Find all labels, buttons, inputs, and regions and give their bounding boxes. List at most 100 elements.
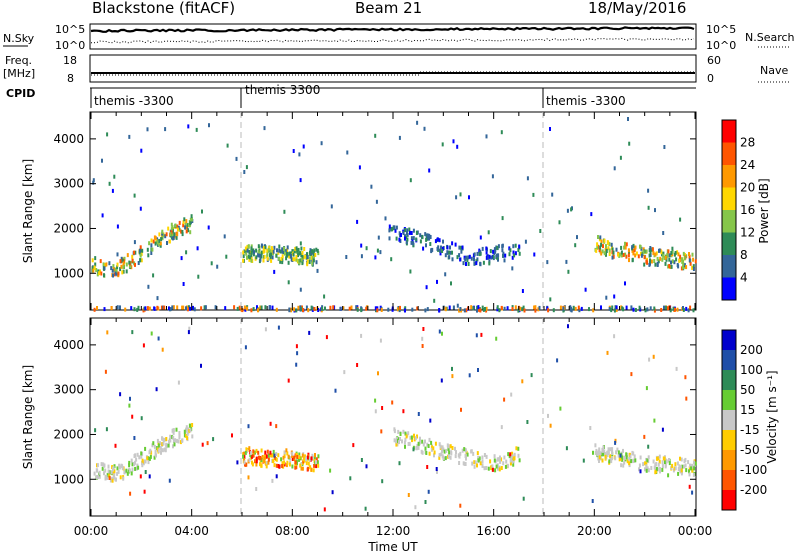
range-gate-cell	[168, 478, 171, 483]
range-gate-cell	[609, 447, 612, 452]
range-gate-cell	[360, 243, 363, 248]
range-gate-cell	[424, 232, 427, 237]
range-gate-cell	[421, 344, 424, 348]
range-gate-cell	[365, 306, 368, 311]
range-gate-cell	[103, 307, 106, 312]
range-gate-cell	[485, 246, 488, 251]
range-gate-cell	[263, 454, 266, 459]
range-gate-cell	[465, 255, 468, 260]
range-gate-cell	[374, 133, 377, 138]
range-gate-cell	[667, 473, 670, 478]
range-gate-cell	[463, 461, 466, 466]
range-gate-cell	[174, 438, 177, 443]
range-gate-cell	[481, 459, 484, 464]
range-gate-cell	[393, 427, 396, 432]
colorbar-tick-label: 16	[740, 203, 755, 217]
range-gate-cell	[332, 305, 335, 310]
range-gate-cell	[692, 267, 695, 271]
range-gate-cell	[144, 446, 147, 451]
range-gate-cell	[616, 447, 619, 452]
range-gate-cell	[676, 307, 679, 312]
range-gate-cell	[295, 362, 298, 367]
range-gate-cell	[598, 449, 601, 454]
nsky-tick-top: 10^5	[55, 23, 85, 36]
range-gate-cell	[273, 269, 276, 274]
range-gate-cell	[255, 459, 258, 464]
range-gate-cell	[293, 307, 296, 312]
range-gate-cell	[606, 453, 609, 457]
colorbar-tick-label: -100	[740, 463, 767, 477]
range-gate-cell	[414, 505, 417, 510]
x-tick-label: 04:00	[174, 524, 209, 538]
range-gate-cell	[137, 305, 140, 310]
range-gate-cell	[185, 425, 188, 430]
colorbar-tick-label: 50	[740, 383, 755, 397]
range-gate-cell	[683, 256, 686, 261]
cpid-segment-3: themis -3300	[546, 94, 626, 108]
range-gate-cell	[679, 465, 682, 470]
range-gate-cell	[688, 258, 691, 263]
range-gate-cell	[492, 249, 495, 254]
range-gate-cell	[105, 427, 108, 432]
freq-tick-bottom: 8	[67, 72, 74, 85]
range-gate-cell	[304, 254, 307, 259]
range-gate-cell	[473, 464, 476, 469]
range-gate-cell	[628, 141, 631, 146]
range-gate-cell	[310, 456, 313, 461]
range-gate-cell	[424, 500, 427, 504]
range-gate-cell	[677, 252, 680, 257]
range-gate-cell	[272, 449, 275, 454]
range-gate-cell	[618, 457, 621, 462]
range-gate-cell	[432, 446, 435, 451]
range-gate-cell	[458, 245, 461, 250]
range-gate-cell	[98, 271, 101, 276]
range-gate-cell	[316, 460, 319, 465]
range-gate-cell	[176, 224, 179, 229]
range-gate-cell	[128, 468, 131, 473]
range-gate-cell	[105, 475, 108, 480]
range-gate-cell	[189, 230, 192, 235]
range-gate-cell	[172, 439, 175, 444]
range-gate-cell	[620, 250, 623, 255]
range-gate-cell	[658, 459, 661, 464]
range-gate-cell	[650, 466, 653, 470]
range-gate-cell	[615, 307, 618, 312]
range-gate-cell	[498, 457, 501, 462]
time-axis-label: Time UT	[367, 540, 418, 554]
range-gate-cell	[133, 462, 136, 466]
range-gate-cell	[652, 251, 655, 256]
range-gate-cell	[485, 250, 488, 255]
range-gate-cell	[376, 248, 379, 253]
range-gate-cell	[245, 165, 248, 170]
range-gate-cell	[252, 252, 255, 257]
range-gate-cell	[502, 251, 505, 256]
range-gate-cell	[458, 461, 461, 465]
range-gate-cell	[257, 450, 260, 455]
range-gate-cell	[323, 507, 326, 512]
range-gate-cell	[360, 254, 363, 259]
range-gate-cell	[468, 373, 471, 378]
range-gate-cell	[625, 455, 628, 460]
range-gate-cell	[632, 458, 635, 463]
range-gate-cell	[500, 466, 503, 470]
range-gate-cell	[308, 260, 311, 264]
range-gate-cell	[415, 446, 418, 451]
range-gate-cell	[271, 255, 274, 260]
range-gate-cell	[518, 458, 521, 463]
range-gate-cell	[419, 233, 422, 238]
range-gate-cell	[625, 305, 628, 310]
range-gate-cell	[247, 244, 250, 249]
range-gate-cell	[464, 257, 467, 262]
range-gate-cell	[245, 447, 248, 452]
range-gate-cell	[504, 464, 507, 469]
range-gate-cell	[687, 460, 690, 465]
range-gate-cell	[153, 444, 156, 449]
range-gate-cell	[176, 232, 179, 237]
range-gate-cell	[614, 438, 617, 443]
range-gate-cell	[665, 459, 668, 464]
range-gate-cell	[374, 255, 377, 260]
range-gate-cell	[317, 308, 320, 312]
range-gate-cell	[473, 460, 476, 465]
range-gate-cell	[300, 257, 303, 262]
range-gate-cell	[139, 245, 142, 250]
